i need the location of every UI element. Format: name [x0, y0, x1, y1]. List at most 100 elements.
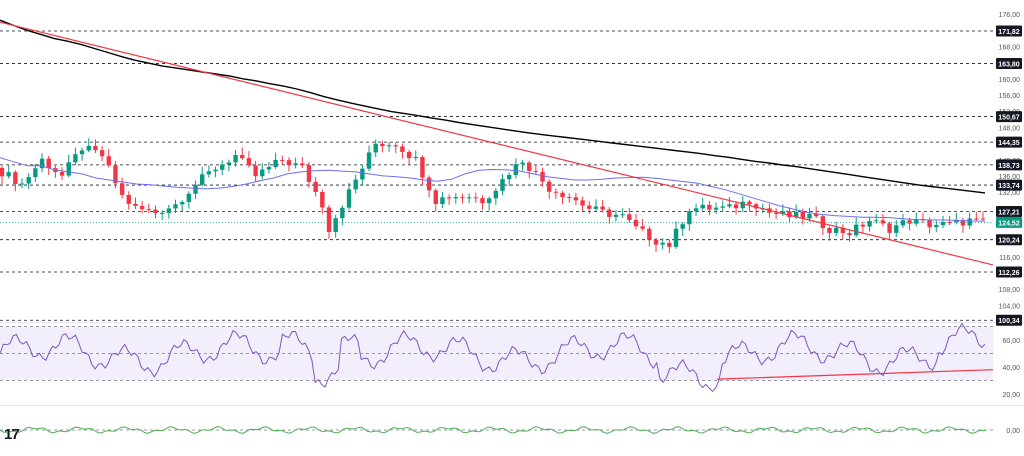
price-axis-label: 168,00 — [999, 44, 1021, 51]
candle-body — [380, 143, 385, 147]
level-badge-label: 138,73 — [998, 163, 1020, 170]
candle-body — [460, 197, 465, 199]
candle-body — [400, 146, 405, 152]
candle-body — [6, 172, 11, 177]
candle-body — [947, 222, 952, 224]
candle-body — [420, 156, 425, 178]
candle-body — [974, 218, 979, 220]
candle-body — [426, 177, 432, 191]
level-badge — [996, 206, 1022, 218]
candle-body — [240, 155, 245, 159]
candle-body — [106, 156, 111, 166]
level-badge — [996, 179, 1022, 191]
candle-body — [533, 170, 539, 172]
candle-body — [39, 158, 45, 169]
candle-body — [300, 163, 305, 166]
candle-body — [213, 169, 218, 172]
level-badge — [996, 57, 1022, 69]
candle-body — [333, 218, 338, 232]
level-badge-label: 150,67 — [998, 115, 1020, 122]
candle-body — [527, 162, 532, 171]
candle-body — [840, 227, 846, 233]
rsi-axis-label: 40,00 — [1002, 365, 1020, 372]
candle-body — [360, 168, 365, 180]
candle-body — [773, 212, 779, 214]
candle-body — [960, 219, 966, 226]
level-badge-label: 171,82 — [998, 29, 1020, 36]
candle-body — [200, 174, 205, 185]
candle-body — [446, 197, 452, 199]
candle-body — [193, 184, 198, 194]
candle-body — [146, 209, 152, 211]
candle-body — [880, 220, 886, 224]
ma50-line — [0, 157, 986, 222]
level-badge-label: 163,80 — [998, 61, 1020, 68]
level-badge-label: 127,21 — [998, 210, 1020, 217]
candle-body — [393, 145, 398, 147]
candle-body — [473, 197, 479, 199]
rsi-band — [0, 326, 993, 381]
level-badge — [996, 266, 1022, 278]
candle-body — [0, 167, 5, 177]
candle-body — [900, 220, 906, 226]
candle-body — [833, 227, 839, 233]
price-axis-label: 132,00 — [999, 190, 1021, 197]
level-badge-label: 120,24 — [998, 238, 1020, 245]
candle-body — [687, 211, 692, 225]
candle-body — [266, 166, 272, 170]
candle-body — [713, 207, 719, 210]
candle-body — [914, 219, 919, 224]
candle-body — [793, 211, 799, 218]
candle-body — [226, 162, 232, 165]
candle-body — [86, 145, 91, 151]
candle-body — [874, 220, 879, 222]
candle-body — [860, 224, 866, 227]
candle-body — [607, 209, 612, 217]
candle-body — [547, 181, 552, 192]
candle-body — [600, 206, 605, 210]
candle-body — [680, 224, 685, 229]
candle-body — [26, 177, 31, 184]
candle-body — [500, 179, 505, 191]
rsi-trendline — [716, 369, 994, 380]
candle-body — [153, 209, 158, 214]
candle-body — [693, 208, 699, 212]
current-price-badge — [996, 216, 1022, 228]
ma200-line — [0, 19, 986, 194]
candle-body — [306, 165, 312, 182]
level-badge-label: 112,26 — [998, 270, 1019, 277]
level-badge — [996, 159, 1022, 171]
candle-body — [373, 143, 378, 153]
candle-body — [633, 219, 639, 227]
price-axis-label: 108,00 — [999, 287, 1021, 294]
candle-body — [166, 208, 172, 213]
candle-body — [700, 204, 705, 209]
candle-body — [260, 169, 265, 177]
candle-body — [139, 205, 145, 210]
current-price-label: 124,52 — [998, 220, 1020, 227]
candle-body — [19, 183, 25, 185]
candle-body — [313, 181, 318, 193]
candle-body — [640, 226, 645, 229]
level-badge — [996, 234, 1022, 246]
candle-body — [580, 200, 585, 206]
candle-body — [220, 164, 225, 170]
candle-body — [493, 190, 499, 199]
candle-body — [46, 158, 51, 169]
candle-body — [854, 224, 859, 236]
downtrend-line — [0, 21, 994, 266]
candle-body — [320, 192, 325, 208]
candle-body — [506, 174, 512, 180]
candle-body — [887, 223, 892, 233]
candle-body — [179, 201, 185, 205]
candle-body — [406, 151, 412, 159]
candle-body — [800, 211, 806, 219]
level-badge — [996, 25, 1022, 37]
candle-body — [513, 164, 519, 175]
price-axis-label: 116,00 — [999, 255, 1020, 262]
candle-body — [206, 171, 212, 175]
tradingview-logo: 17 — [4, 426, 20, 443]
candle-body — [673, 228, 679, 247]
